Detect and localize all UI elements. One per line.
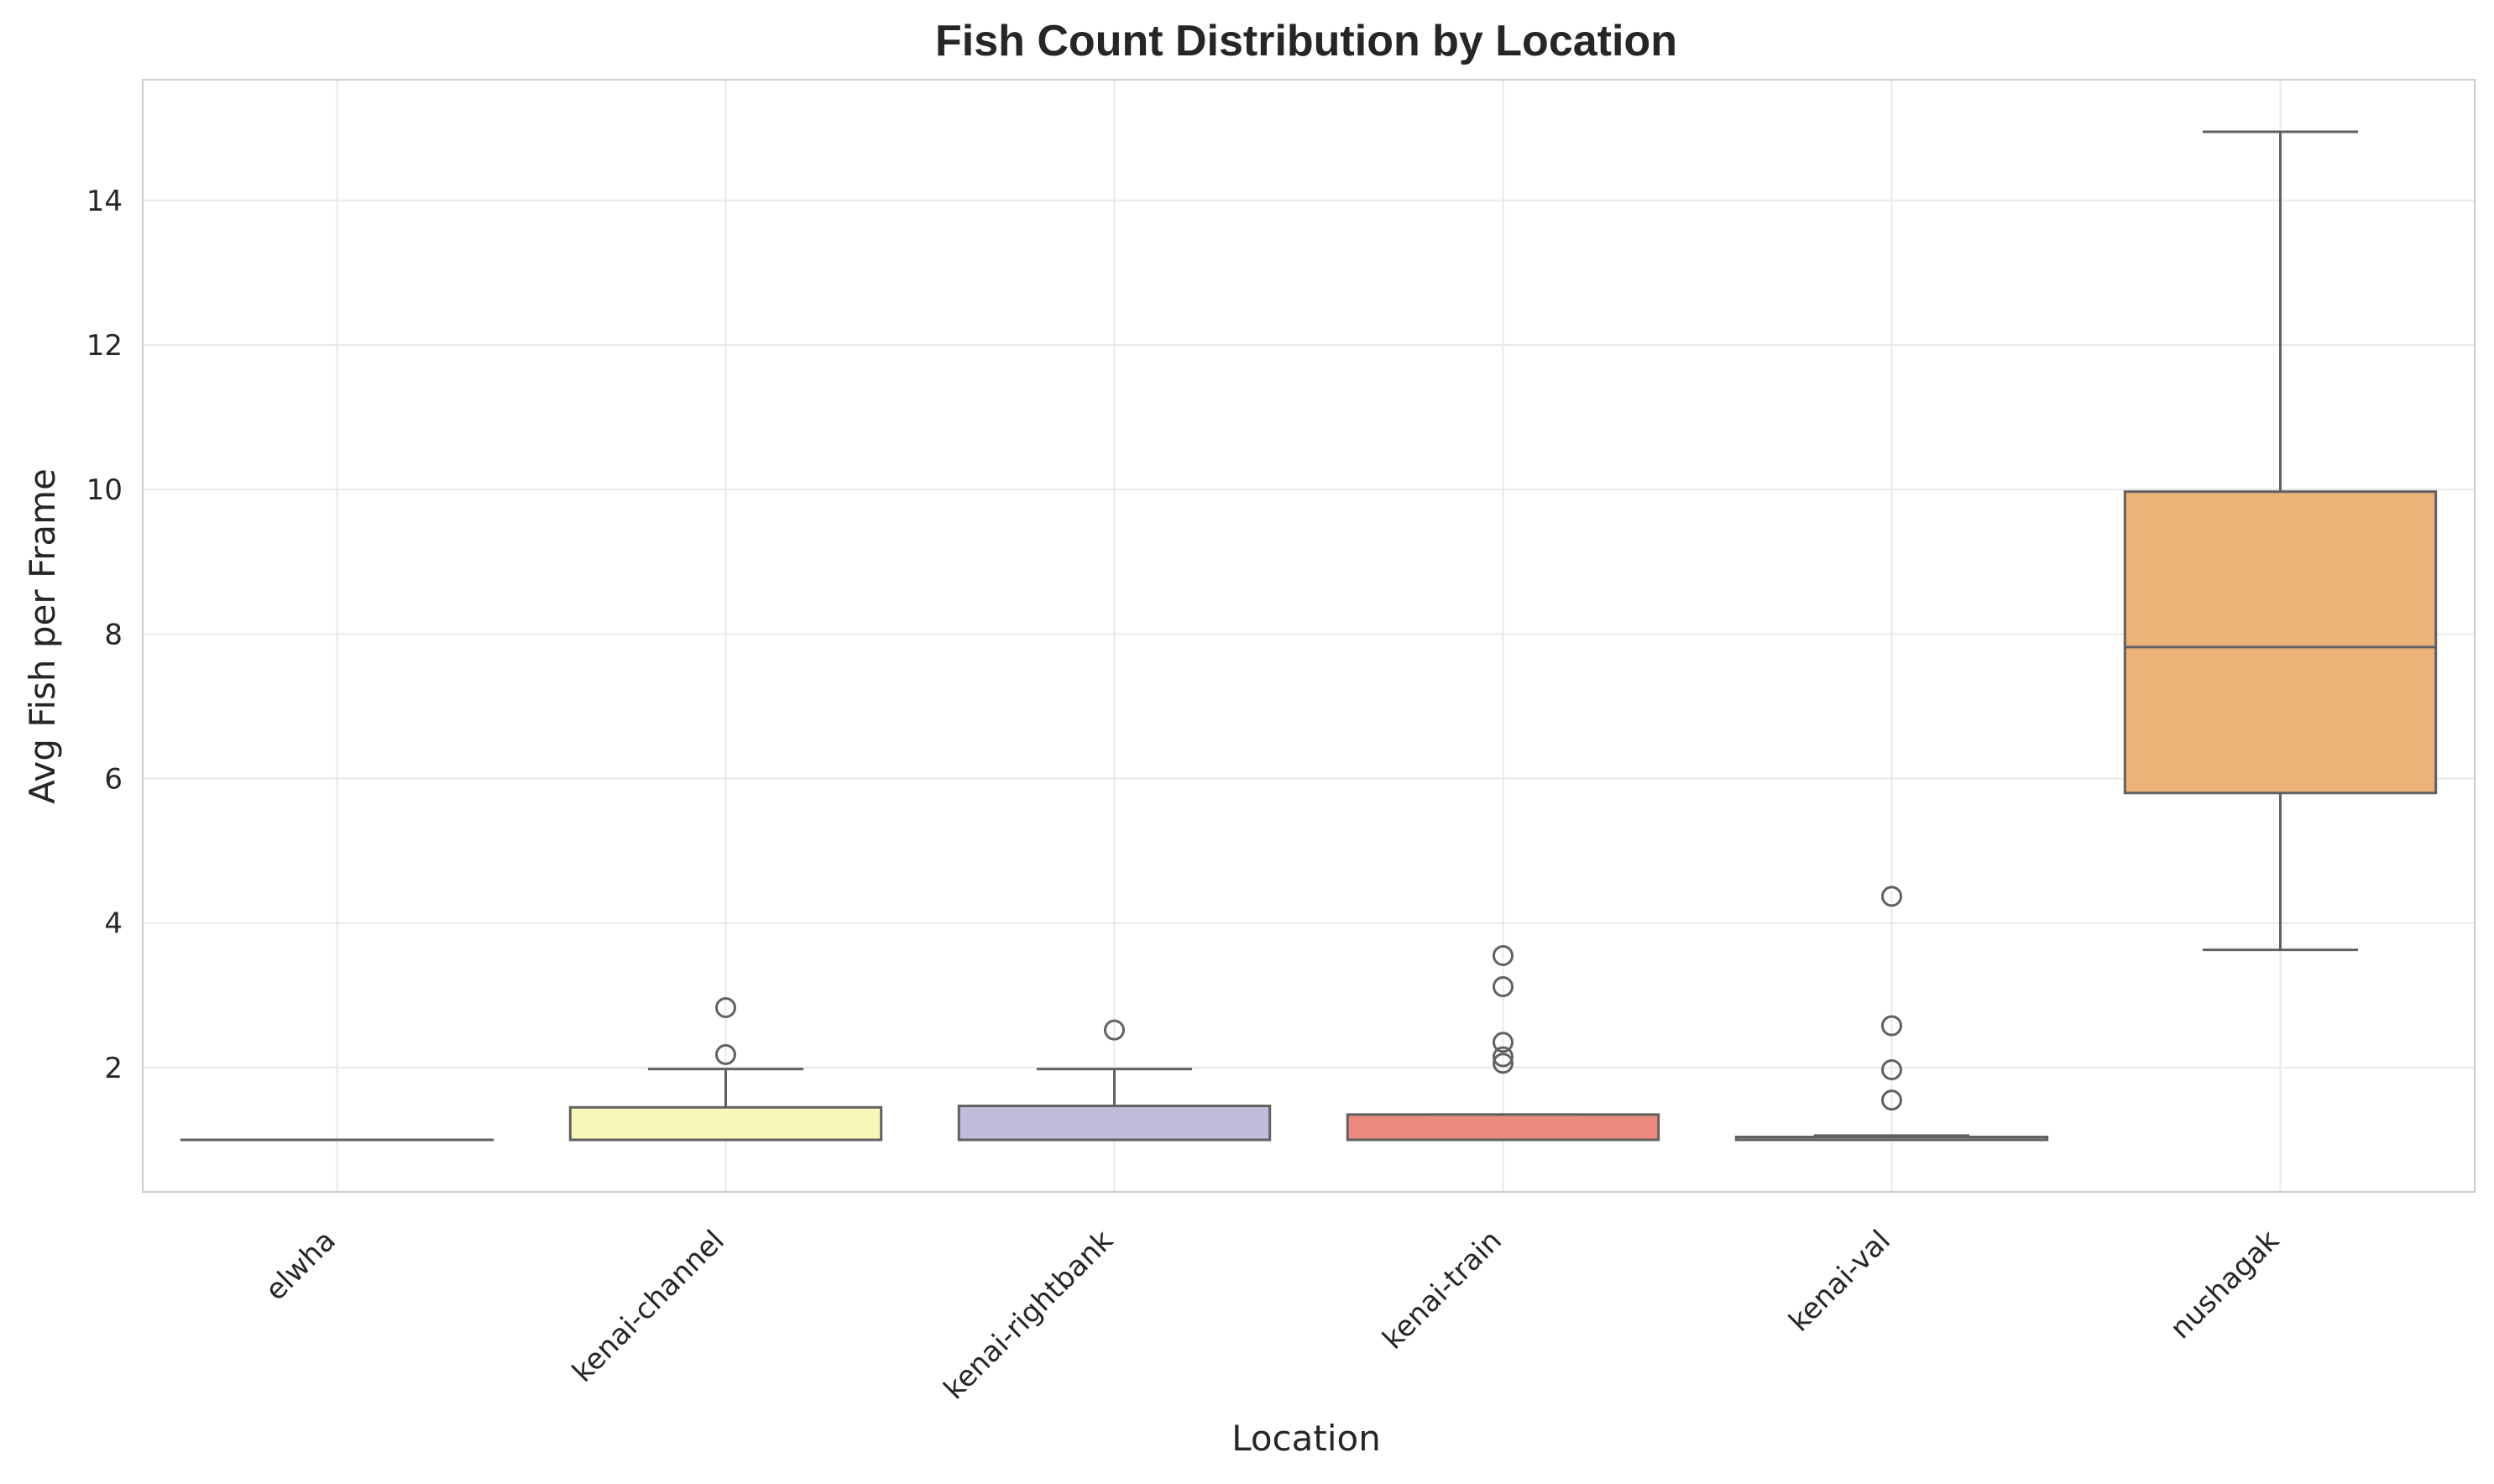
iqr-box	[1346, 1113, 1660, 1142]
chart-title: Fish Count Distribution by Location	[935, 17, 1677, 65]
iqr-box	[568, 1105, 883, 1142]
y-axis-label: Avg Fish per Frame	[22, 468, 63, 804]
outlier-point	[1493, 1053, 1514, 1074]
plot-area-frame	[142, 79, 2476, 1193]
y-tick-label: 12	[86, 329, 123, 363]
boxes	[180, 130, 2438, 1142]
outlier-point	[1493, 975, 1514, 997]
y-tick-label: 8	[104, 618, 123, 651]
y-tick-label: 4	[104, 907, 123, 941]
outlier-point	[1881, 886, 1902, 907]
outlier-point	[1493, 1046, 1514, 1068]
box-kenai-rightbank	[957, 1019, 1272, 1142]
iqr-box	[957, 1105, 1272, 1142]
box-kenai-train	[1346, 944, 1660, 1142]
outlier-point	[1881, 1015, 1902, 1037]
outlier-point	[715, 996, 736, 1018]
outlier-point	[1493, 1032, 1514, 1053]
box-kenai-val	[1734, 886, 2049, 1142]
y-tick-label: 2	[104, 1052, 123, 1085]
outlier-point	[715, 1043, 736, 1065]
y-tick-label: 10	[86, 473, 123, 507]
iqr-box	[2123, 490, 2438, 795]
y-tick-labels: 2 4 6 8 10 12 14	[86, 185, 123, 1085]
x-axis-label: Location	[1231, 1418, 1381, 1459]
y-tick-label: 14	[86, 185, 123, 218]
box-kenai-channel	[568, 996, 883, 1142]
outlier-point	[1104, 1019, 1125, 1041]
y-tick-label: 6	[104, 763, 123, 797]
outlier-point	[1881, 1058, 1902, 1080]
box-nushagak	[2123, 130, 2438, 952]
outlier-point	[1493, 944, 1514, 966]
outlier-point	[1881, 1089, 1902, 1111]
